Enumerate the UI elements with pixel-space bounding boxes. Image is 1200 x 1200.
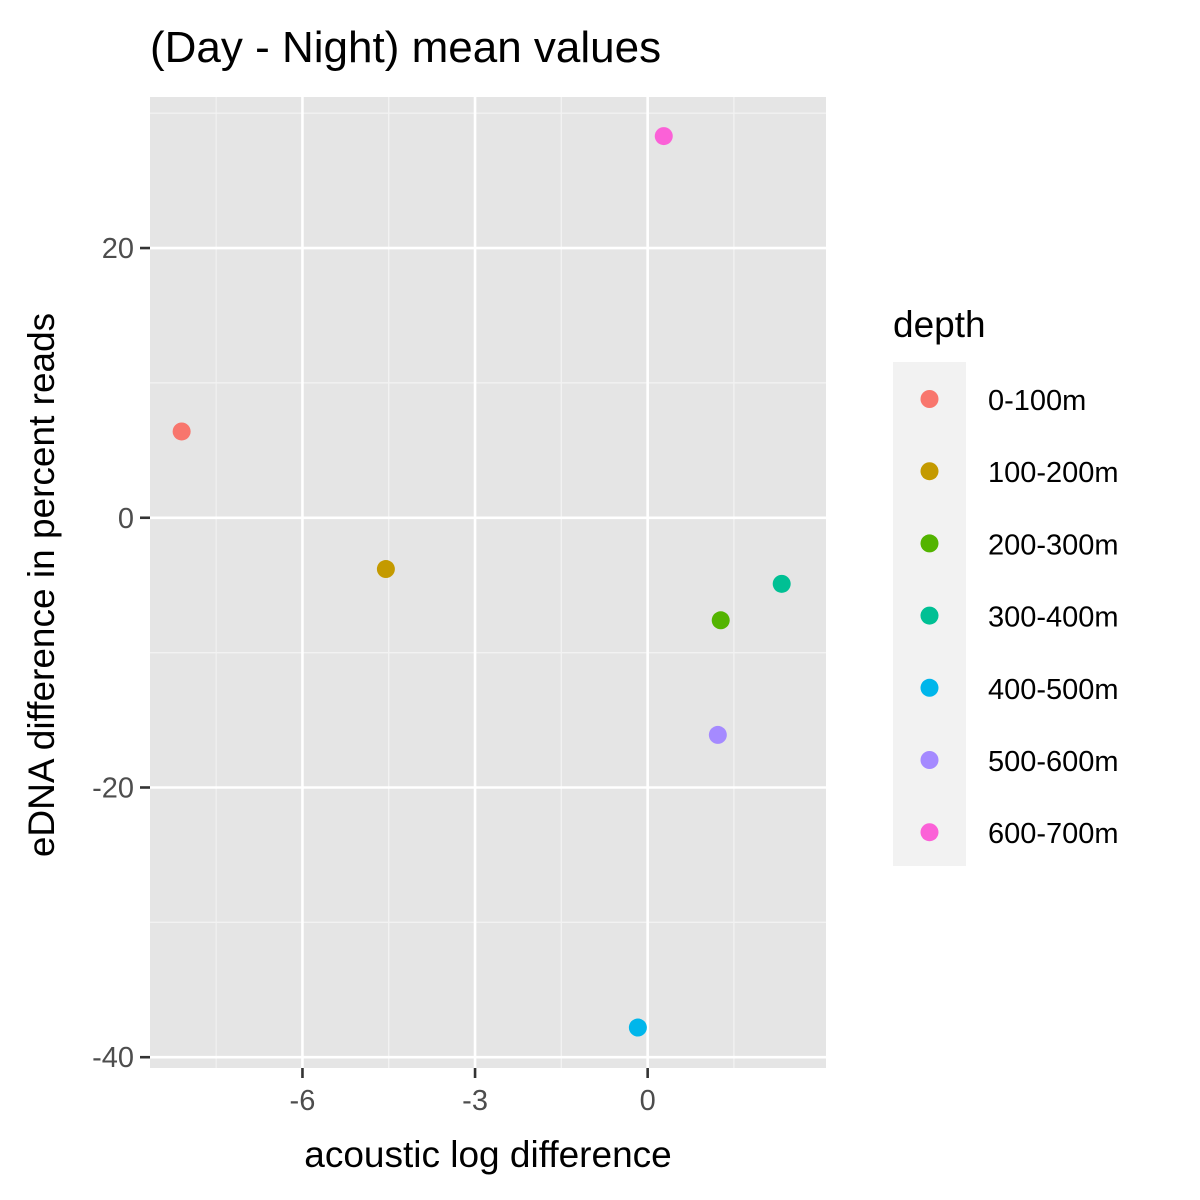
x-tick-label: -3 [462, 1085, 488, 1117]
legend-label: 100-200m [988, 457, 1119, 489]
x-tick-label: -6 [290, 1085, 316, 1117]
y-tick-label: -40 [92, 1042, 134, 1074]
x-tick-label: 0 [640, 1085, 656, 1117]
data-point [708, 725, 727, 744]
minor-gridlines [150, 97, 826, 1068]
legend-label: 600-700m [988, 818, 1119, 850]
legend-key [920, 823, 939, 842]
y-axis: -40 -20 0 20 [92, 233, 150, 1074]
x-axis: -6 -3 0 [290, 1068, 656, 1117]
data-points [172, 127, 791, 1037]
major-gridlines [150, 97, 826, 1068]
y-tick-label: 0 [118, 503, 134, 535]
data-point [376, 560, 395, 579]
legend-key [920, 606, 939, 625]
legend-label: 300-400m [988, 602, 1119, 634]
y-tick-label: -20 [92, 772, 134, 804]
panel-background [150, 97, 826, 1068]
chart-title: (Day - Night) mean values [150, 23, 661, 72]
legend-label: 200-300m [988, 529, 1119, 561]
legend: depth 0-100m 100-200m 200-300m 300-400m 400-… [893, 304, 1119, 866]
legend-key [920, 678, 939, 697]
data-point [628, 1018, 647, 1037]
legend-key [920, 462, 939, 481]
data-point [772, 574, 791, 593]
data-point [711, 611, 730, 630]
legend-key [920, 751, 939, 769]
legend-key [920, 534, 939, 553]
legend-label: 500-600m [988, 746, 1119, 778]
legend-title: depth [893, 304, 986, 345]
y-tick-label: 20 [102, 233, 134, 265]
data-point [654, 127, 673, 146]
legend-label: 0-100m [988, 385, 1086, 417]
plot-panel [150, 97, 826, 1068]
legend-items: 0-100m 100-200m 200-300m 300-400m 400-500m 50… [920, 385, 1119, 850]
data-point [172, 422, 191, 441]
legend-key [920, 390, 939, 408]
legend-label: 400-500m [988, 674, 1119, 706]
y-axis-title: eDNA difference in percent reads [21, 313, 62, 857]
x-axis-title: acoustic log difference [304, 1134, 672, 1175]
